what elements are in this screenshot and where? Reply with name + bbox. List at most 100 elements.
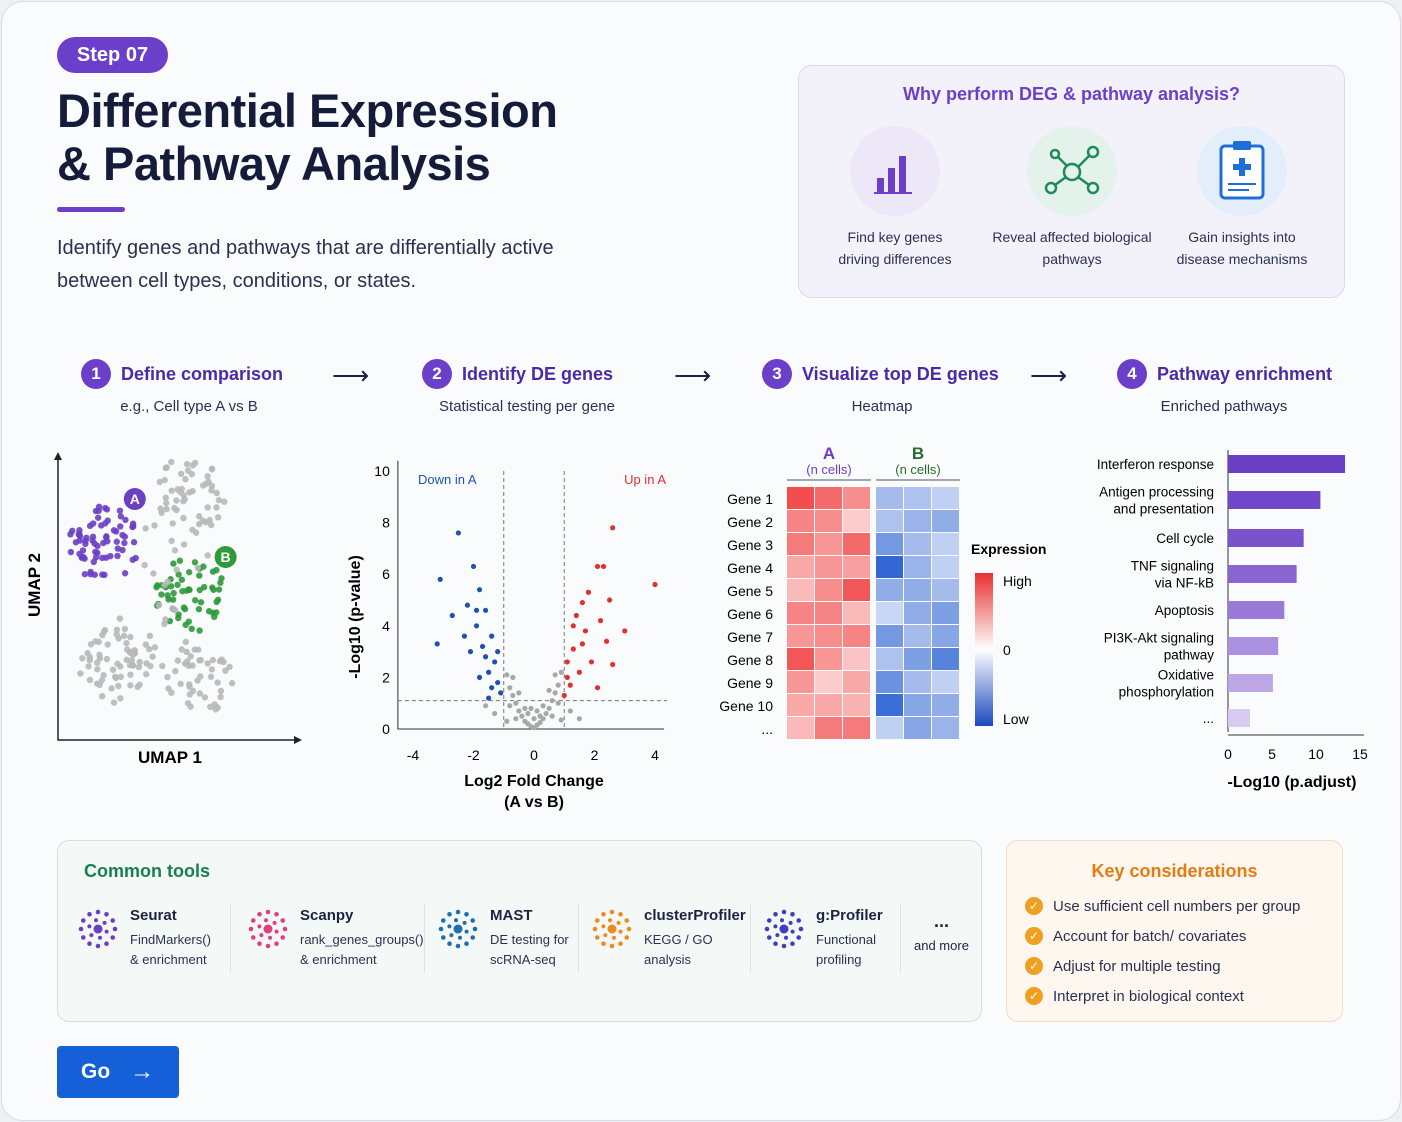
- volcano-point-up: [567, 682, 573, 688]
- tool-gprofiler[interactable]: g:Profiler Functional profiling: [762, 907, 883, 970]
- group-sublabel: (n cells): [806, 462, 852, 477]
- tool-mast[interactable]: MAST DE testing for scRNA-seq: [436, 907, 569, 970]
- volcano-point-up: [570, 623, 576, 629]
- volcano-point-ns: [555, 700, 561, 706]
- umap-point: [117, 523, 124, 530]
- umap-point: [163, 505, 170, 513]
- heatmap-cell: [904, 510, 931, 532]
- umap-point: [197, 673, 204, 680]
- umap-point: [155, 601, 163, 609]
- heatmap-cell: [815, 487, 842, 509]
- volcano-point-up: [579, 599, 586, 606]
- umap-point: [121, 625, 129, 633]
- umap-point: [180, 541, 188, 548]
- x-tick-label: 0: [1224, 746, 1232, 762]
- umap-point: [92, 548, 99, 556]
- annotation-down: Down in A: [418, 472, 477, 487]
- step-subtitle: Enriched pathways: [1160, 398, 1288, 415]
- volcano-point-ns: [522, 705, 528, 711]
- consideration-item: ✓ Adjust for multiple testing: [1025, 957, 1221, 975]
- heatmap-cell: [843, 533, 870, 555]
- heatmap-cell: [904, 625, 931, 647]
- bar: [1228, 565, 1297, 583]
- heatmap-cell: [876, 556, 903, 578]
- tools-title: Common tools: [84, 861, 210, 881]
- tool-text: g:Profiler Functional profiling: [816, 907, 883, 970]
- y-axis-label: UMAP 2: [25, 553, 44, 617]
- go-label: Go: [81, 1060, 111, 1083]
- why-item-pathways: Reveal affected biological pathways: [987, 126, 1157, 270]
- step-title: Pathway enrichment: [1157, 363, 1333, 384]
- tool-text: MAST DE testing for scRNA-seq: [490, 907, 569, 970]
- umap-point: [181, 605, 189, 613]
- more-tools[interactable]: ... and more: [914, 911, 969, 953]
- volcano-point-up: [610, 661, 616, 668]
- umap-point: [102, 520, 109, 527]
- heatmap-cell: [843, 602, 870, 624]
- volcano-point-up: [604, 638, 610, 644]
- heatmap-cell: [932, 510, 959, 532]
- umap-point: [215, 496, 223, 504]
- category-label: TNF signaling: [1131, 559, 1214, 574]
- divider: [424, 903, 425, 973]
- umap-point: [86, 676, 94, 684]
- heatmap-cell: [932, 556, 959, 578]
- arrow-right-icon: →: [130, 1058, 155, 1085]
- umap-point: [135, 663, 143, 671]
- umap-point: [87, 641, 95, 648]
- tool-scanpy[interactable]: Scanpy rank_genes_groups() & enrichment: [246, 907, 424, 970]
- umap-point: [67, 531, 74, 538]
- heatmap-cell: [787, 648, 814, 670]
- umap-point: [159, 662, 166, 670]
- volcano-point-up: [576, 669, 582, 675]
- umap-point: [167, 583, 175, 590]
- heatmap-cell: [904, 487, 931, 509]
- volcano-point-ns: [558, 669, 564, 675]
- volcano-point-down: [479, 643, 486, 650]
- consideration-text: Use sufficient cell numbers per group: [1053, 897, 1301, 915]
- umap-point: [89, 533, 97, 540]
- volcano-point-ns: [510, 674, 516, 681]
- umap-point: [90, 558, 98, 566]
- heatmap-cell: [876, 579, 903, 601]
- go-button[interactable]: Go →: [57, 1046, 179, 1098]
- umap-point: [99, 631, 106, 639]
- heatmap-cell: [876, 533, 903, 555]
- umap-point: [168, 487, 175, 494]
- volcano-point-down: [461, 633, 468, 639]
- umap-point: [214, 679, 221, 686]
- why-card: Why perform DEG & pathway analysis? Find…: [798, 65, 1345, 298]
- volcano-point-up: [594, 685, 601, 691]
- tool-clusterprofiler[interactable]: clusterProfiler KEGG / GO analysis: [590, 907, 746, 970]
- category-label: Antigen processing: [1099, 485, 1214, 500]
- umap-point: [196, 690, 204, 697]
- divider: [578, 903, 579, 973]
- umap-point: [191, 646, 198, 653]
- row-label: Gene 3: [727, 537, 773, 553]
- umap-point: [172, 667, 179, 675]
- volcano-point-ns: [507, 685, 513, 691]
- umap-point: [168, 537, 175, 545]
- tool-desc: profiling: [816, 952, 862, 967]
- heatmap-cell: [843, 717, 870, 739]
- row-label: Gene 6: [727, 606, 773, 622]
- tool-name: MAST: [490, 907, 533, 924]
- umap-point: [99, 571, 106, 578]
- heatmap-cell: [843, 510, 870, 532]
- tool-seurat[interactable]: Seurat FindMarkers() & enrichment: [76, 907, 211, 970]
- umap-point: [129, 662, 137, 669]
- clusterprofiler-logo-icon: [592, 909, 632, 949]
- y-tick-label: 8: [382, 515, 390, 531]
- cluster-label-badge: [214, 546, 237, 568]
- umap-point: [110, 699, 118, 706]
- x-axis-label: Log2 Fold Change: [464, 773, 604, 790]
- group-label: B: [912, 444, 924, 463]
- heatmap-cell: [843, 694, 870, 716]
- volcano-point-ns: [504, 718, 510, 724]
- umap-point: [123, 639, 130, 647]
- heatmap-cell: [932, 717, 959, 739]
- volcano-point-ns: [549, 698, 555, 704]
- heatmap-cell: [787, 579, 814, 601]
- heatmap-cell: [904, 671, 931, 693]
- umap-point: [162, 499, 170, 507]
